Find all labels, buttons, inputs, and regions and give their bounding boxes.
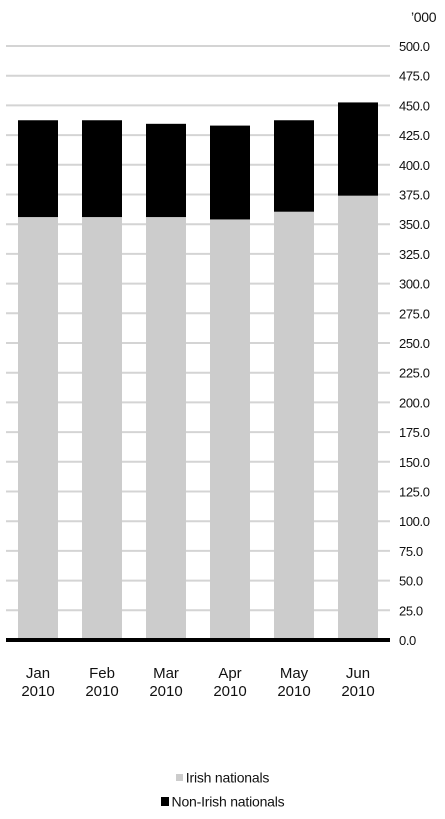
y-tick-label: 275.0	[399, 306, 430, 321]
bar-segment-irish-nationals	[274, 211, 314, 640]
x-tick-label: 2010	[149, 683, 182, 700]
y-tick-label: 250.0	[399, 336, 430, 351]
legend-item-non-irish-nationals: Non-Irish nationals	[0, 792, 445, 809]
legend-swatch-non-irish-nationals	[160, 796, 169, 806]
legend-label-irish-nationals: Irish nationals	[185, 769, 270, 786]
bar-segment-non-irish-nationals	[18, 120, 58, 218]
bar-segment-non-irish-nationals	[82, 120, 122, 218]
y-tick-label: 300.0	[399, 277, 430, 292]
y-tick-label: 400.0	[399, 158, 430, 173]
y-tick-label: 200.0	[399, 395, 430, 410]
x-tick-label: Mar	[153, 665, 179, 682]
y-tick-label: 125.0	[399, 485, 430, 500]
legend-swatch-irish-nationals	[175, 773, 183, 781]
y-tick-label: 500.0	[399, 39, 430, 54]
x-tick-label: 2010	[213, 683, 246, 700]
bar-segment-irish-nationals	[338, 195, 378, 641]
y-tick-label: 0.0	[399, 633, 416, 648]
y-tick-label: 50.0	[399, 574, 423, 589]
bar-segment-non-irish-nationals	[338, 102, 378, 196]
y-axis-tick-labels: 0.0 25.0 50.0 75.0 100.0 125.0 150.0 175.0 200.0…	[399, 39, 430, 648]
y-tick-label: 100.0	[399, 514, 430, 529]
bar-segment-irish-nationals	[82, 217, 122, 640]
y-tick-label: 225.0	[399, 366, 430, 381]
x-tick-label: Jun	[346, 665, 370, 682]
y-tick-label: 25.0	[399, 603, 423, 618]
x-axis-tick-labels: Jan2010Feb2010Mar2010Apr2010May2010Jun20…	[21, 665, 374, 700]
y-tick-label: 175.0	[399, 425, 430, 440]
x-tick-label: 2010	[85, 683, 118, 700]
y-tick-label: 350.0	[399, 217, 430, 232]
y-tick-label: 425.0	[399, 128, 430, 143]
y-tick-label: 450.0	[399, 98, 430, 113]
legend-item-irish-nationals: Irish nationals	[0, 768, 445, 785]
x-tick-label: Apr	[218, 665, 241, 682]
bar-segment-non-irish-nationals	[210, 125, 250, 220]
bars	[18, 102, 378, 641]
y-axis-unit-label: ’000	[411, 9, 437, 25]
y-tick-label: 75.0	[399, 544, 423, 559]
y-tick-label: 150.0	[399, 455, 430, 470]
x-tick-label: May	[280, 665, 309, 682]
bar-segment-non-irish-nationals	[146, 123, 186, 218]
x-tick-label: 2010	[277, 683, 310, 700]
y-tick-label: 475.0	[399, 69, 430, 84]
bar-segment-non-irish-nationals	[274, 120, 314, 212]
bar-segment-irish-nationals	[146, 217, 186, 640]
gridlines	[6, 45, 390, 612]
y-tick-label: 325.0	[399, 247, 430, 262]
legend-label-non-irish-nationals: Non-Irish nationals	[171, 793, 285, 810]
bar-segment-irish-nationals	[210, 219, 250, 640]
x-tick-label: Jan	[26, 665, 50, 682]
y-tick-label: 375.0	[399, 188, 430, 203]
x-tick-label: 2010	[341, 683, 374, 700]
x-tick-label: Feb	[89, 665, 115, 682]
x-tick-label: 2010	[21, 683, 54, 700]
bar-segment-irish-nationals	[18, 217, 58, 640]
